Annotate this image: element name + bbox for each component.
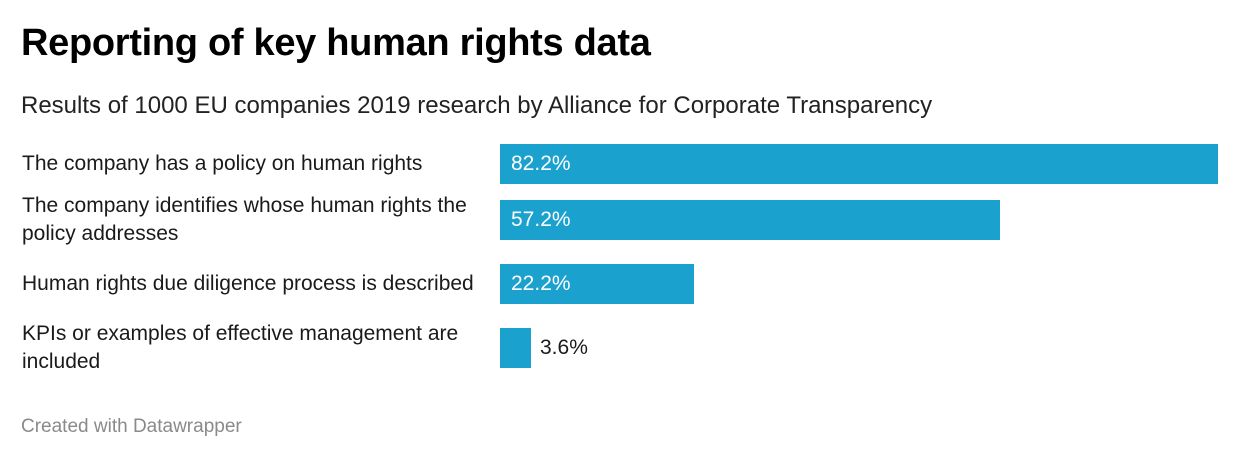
chart-title: Reporting of key human rights data <box>21 22 651 64</box>
bar-value-label: 3.6% <box>540 336 588 359</box>
bar-label: The company identifies whose human right… <box>22 194 467 245</box>
bar-value-label: 57.2% <box>511 208 571 231</box>
bar <box>500 144 1218 184</box>
bar <box>500 328 531 368</box>
bar <box>500 264 694 304</box>
bar-label: KPIs or examples of effective management… <box>22 322 459 373</box>
datawrapper-credit: Created with Datawrapper <box>21 416 242 437</box>
chart-subtitle: Results of 1000 EU companies 2019 resear… <box>21 92 933 119</box>
bar-label: The company has a policy on human rights <box>22 152 423 175</box>
bar <box>500 200 1000 240</box>
bar-value-label: 22.2% <box>511 272 571 295</box>
bar-label: Human rights due diligence process is de… <box>22 272 474 295</box>
bar-value-label: 82.2% <box>511 152 571 175</box>
